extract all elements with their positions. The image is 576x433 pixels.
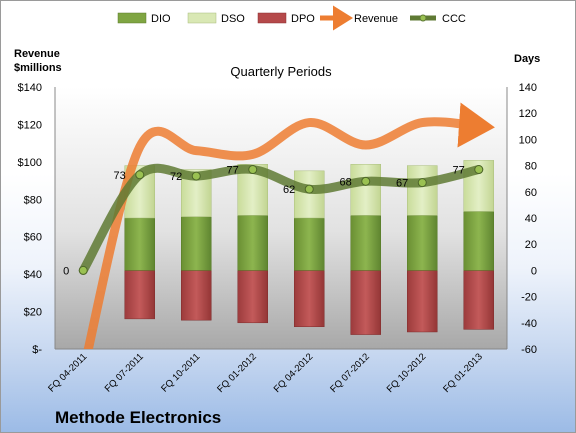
bar-dio — [407, 215, 438, 271]
x-tick-label: FQ 10-2012 — [385, 351, 429, 395]
ccc-point — [78, 265, 88, 275]
revenue-layer — [83, 102, 495, 349]
bar-dpo — [124, 270, 155, 320]
y-left-tick-label: $60 — [24, 232, 42, 244]
y-right-tick-label: 40 — [525, 213, 537, 225]
y-right-tick-label: 80 — [525, 161, 537, 173]
bar-dpo — [294, 270, 325, 327]
bar-dpo — [350, 270, 381, 335]
bar-dio — [350, 215, 381, 271]
ccc-data-label: 73 — [114, 170, 126, 182]
y-left-tick-label: $40 — [24, 269, 42, 281]
x-tick-label: FQ 10-2011 — [159, 351, 202, 394]
y-right-tick-label: 140 — [519, 82, 537, 94]
ccc-data-label: 72 — [170, 171, 182, 183]
bar-dio — [237, 215, 268, 271]
company-name: Methode Electronics — [55, 408, 221, 427]
legend-swatch-dso — [187, 12, 217, 24]
bar-dpo — [237, 270, 268, 324]
legend-label-dpo: DPO — [291, 13, 315, 25]
y-right-tick-label: -20 — [521, 292, 537, 304]
bar-dpo — [181, 270, 212, 321]
ccc-layer: 0 73 72 77 62 68 67 77 — [63, 163, 484, 277]
legend-ccc-marker — [419, 14, 427, 22]
y-right-tick-label: -40 — [521, 318, 537, 330]
ccc-point — [417, 178, 427, 188]
ccc-data-label: 0 — [63, 265, 69, 277]
legend-label-dso: DSO — [221, 13, 245, 25]
y-left-label-line1: Revenue — [14, 48, 60, 60]
bar-dso — [294, 170, 325, 219]
bar-dso — [407, 165, 438, 216]
legend-label-revenue: Revenue — [354, 13, 398, 25]
bar-dpo — [463, 270, 494, 330]
legend: DIO DSO DPO Revenue CCC — [117, 5, 466, 31]
legend-swatch-dio — [117, 12, 147, 24]
y-left-tick-label: $120 — [18, 119, 42, 131]
bar-layer — [124, 160, 494, 335]
y-right-tick-label: 100 — [519, 134, 537, 146]
x-tick-label: FQ 04-2011 — [46, 351, 89, 394]
legend-swatch-dpo — [257, 12, 287, 24]
y-right-tick-label: 0 — [531, 265, 537, 277]
bar-dio — [294, 217, 325, 271]
y-right-label: Days — [514, 53, 540, 65]
bar-dio — [181, 216, 212, 271]
ccc-point — [361, 176, 371, 186]
y-right-tick-label: -60 — [521, 344, 537, 356]
revenue-line — [83, 102, 495, 349]
ccc-point — [304, 184, 314, 194]
ccc-point — [248, 165, 258, 175]
ccc-point — [191, 171, 201, 181]
y-right-tick-label: 60 — [525, 187, 537, 199]
y-right-tick-label: 120 — [519, 108, 537, 120]
y-left-tick-label: $100 — [18, 157, 42, 169]
bar-dpo — [407, 270, 438, 333]
legend-label-ccc: CCC — [442, 13, 466, 25]
ccc-data-label: 77 — [227, 165, 239, 177]
chart-title: Quarterly Periods — [230, 64, 332, 79]
y-left-tick-label: $20 — [24, 307, 42, 319]
revenue-clip-group — [83, 102, 495, 349]
ccc-data-label: 77 — [453, 165, 465, 177]
ccc-data-label: 67 — [396, 178, 408, 190]
ccc-data-label: 68 — [340, 176, 352, 188]
y-left-tick-label: $- — [32, 344, 42, 356]
y-right-tick-label: 20 — [525, 239, 537, 251]
x-tick-label: FQ 07-2012 — [328, 351, 372, 395]
y-left-tick-label: $140 — [18, 82, 42, 94]
bar-dio — [463, 211, 494, 271]
ccc-point — [474, 165, 484, 175]
y-left-tick-label: $80 — [24, 194, 42, 206]
x-tick-label: FQ 01-2012 — [215, 351, 259, 395]
ccc-data-label: 62 — [283, 184, 295, 196]
legend-label-dio: DIO — [151, 13, 171, 25]
y-left-label-line2: $millions — [14, 62, 62, 74]
bar-dio — [124, 217, 155, 271]
x-tick-label: FQ 01-2013 — [441, 351, 485, 395]
bar-dso — [350, 164, 381, 216]
x-tick-label: FQ 07-2011 — [103, 351, 146, 394]
x-tick-label: FQ 04-2012 — [272, 351, 316, 395]
ccc-point — [135, 170, 145, 180]
